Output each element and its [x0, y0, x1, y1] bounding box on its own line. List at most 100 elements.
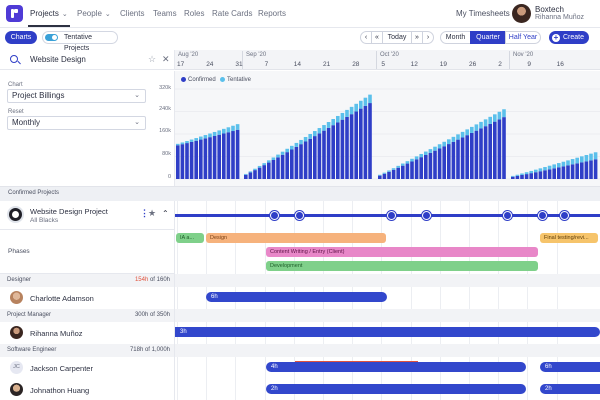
star-icon[interactable]: ☆: [148, 54, 157, 64]
create-button[interactable]: Create: [549, 31, 589, 44]
person-name[interactable]: Rihanna Muñoz: [30, 329, 83, 338]
bar-tentative: [451, 136, 456, 142]
phase-bar[interactable]: Final testing/revi...: [540, 233, 598, 243]
nav-projects[interactable]: Projects ⌄: [30, 9, 68, 18]
bar-confirmed: [285, 152, 289, 179]
milestone-marker[interactable]: [538, 211, 547, 220]
nav-rate-cards[interactable]: Rate Cards: [212, 9, 253, 18]
milestone-marker[interactable]: [295, 211, 304, 220]
milestone-marker[interactable]: [422, 211, 431, 220]
bar-tentative: [290, 145, 294, 150]
reset-select[interactable]: Monthly ⌄: [7, 116, 146, 130]
bar-confirmed: [433, 150, 437, 179]
assignment-bar[interactable]: 2h: [266, 384, 526, 394]
bar-tentative: [488, 116, 492, 124]
search-input[interactable]: Website Design: [30, 55, 86, 64]
y-tick: 80k: [162, 151, 171, 157]
next-button[interactable]: ›: [422, 31, 434, 44]
chevron-down-icon: ⌄: [104, 11, 111, 18]
milestone-marker[interactable]: [387, 211, 396, 220]
chevron-up-icon[interactable]: ⌃: [162, 209, 169, 218]
bar-confirmed: [520, 175, 524, 179]
bar-confirmed: [396, 167, 400, 179]
bar-confirmed: [428, 152, 433, 179]
project-name[interactable]: Website Design Project: [30, 207, 108, 216]
bar-tentative: [414, 156, 419, 160]
phase-bar[interactable]: Content Writing / Entry (Client): [266, 247, 538, 257]
view-quarter-button[interactable]: Quarter: [470, 31, 506, 44]
charts-button[interactable]: Charts: [5, 31, 37, 44]
app-logo-icon[interactable]: [6, 5, 23, 22]
avatar: [10, 383, 23, 396]
my-timesheets-link[interactable]: My Timesheets: [456, 9, 510, 18]
bar-tentative: [387, 170, 391, 172]
person-name[interactable]: Jackson Carpenter: [30, 364, 93, 373]
month-label: Aug '20: [178, 52, 199, 58]
bar-tentative: [442, 141, 446, 147]
bar-confirmed: [222, 133, 226, 179]
search-icon: [10, 55, 18, 63]
bar-tentative: [308, 134, 312, 139]
phase-bar[interactable]: Development: [266, 261, 538, 271]
person-row[interactable]: [0, 322, 175, 344]
assignment-bar[interactable]: 3h: [175, 327, 600, 337]
person-row[interactable]: [0, 357, 175, 379]
nav-active-indicator: [28, 25, 70, 27]
project-row[interactable]: [0, 201, 175, 230]
nav-teams[interactable]: Teams: [153, 9, 177, 18]
person-name[interactable]: Charlotte Adamson: [30, 294, 94, 303]
grid-line: [527, 201, 529, 400]
person-row[interactable]: [0, 379, 175, 400]
person-row[interactable]: [0, 287, 175, 309]
bar-tentative: [437, 144, 442, 149]
nav-clients[interactable]: Clients: [120, 9, 145, 18]
phase-bar[interactable]: IA a...: [176, 233, 204, 243]
bar-tentative: [285, 148, 289, 153]
bar-confirmed: [189, 141, 194, 179]
milestone-marker[interactable]: [503, 211, 512, 220]
search-row: [0, 50, 175, 70]
bar-tentative: [303, 136, 308, 142]
bar-tentative: [331, 119, 335, 126]
nav-roles[interactable]: Roles: [184, 9, 205, 18]
assignment-bar[interactable]: 2h: [540, 384, 600, 394]
bar-tentative: [483, 119, 488, 127]
toggle-switch[interactable]: [45, 34, 58, 41]
bar-tentative: [520, 173, 524, 176]
phase-bar[interactable]: Design: [206, 233, 386, 243]
bar-tentative: [428, 149, 433, 153]
bar-confirmed: [294, 146, 299, 179]
y-tick: 160k: [159, 128, 171, 134]
person-name[interactable]: Johnathon Huang: [30, 386, 90, 395]
schedule-bars: IA a... Design Content Writing / Entry (…: [175, 201, 600, 400]
tentative-projects-toggle[interactable]: Tentative Projects: [42, 31, 118, 52]
day-label: 14: [293, 61, 302, 68]
day-label: 17: [177, 61, 185, 68]
today-button[interactable]: Today: [382, 31, 412, 44]
view-month-button[interactable]: Month: [440, 31, 471, 44]
user-avatar[interactable]: [512, 4, 531, 23]
assignment-bar[interactable]: 6h: [206, 292, 387, 302]
bar-confirmed: [401, 165, 405, 179]
nav-people[interactable]: People ⌄: [77, 9, 111, 18]
assignment-bar[interactable]: 4h: [266, 362, 526, 372]
bar-tentative: [271, 157, 276, 160]
more-options-icon[interactable]: ⋮: [140, 208, 149, 218]
next-fast-button[interactable]: »: [411, 31, 423, 44]
close-icon[interactable]: ✕: [162, 54, 170, 64]
bar-confirmed: [199, 139, 203, 179]
bar-confirmed: [217, 134, 221, 179]
bar-tentative: [456, 134, 460, 140]
bar-confirmed: [502, 117, 506, 179]
view-half-year-button[interactable]: Half Year: [505, 31, 541, 44]
milestone-marker[interactable]: [560, 211, 569, 220]
assignment-bar[interactable]: 6h: [540, 362, 600, 372]
chart-select[interactable]: Project Billings ⌄: [7, 89, 146, 103]
top-nav: [0, 0, 600, 28]
milestone-marker[interactable]: [270, 211, 279, 220]
bar-confirmed: [212, 135, 217, 179]
nav-reports[interactable]: Reports: [258, 9, 287, 18]
bar-confirmed: [584, 161, 589, 179]
avatar-initials: JC: [10, 361, 23, 374]
star-icon[interactable]: ★: [148, 208, 157, 218]
